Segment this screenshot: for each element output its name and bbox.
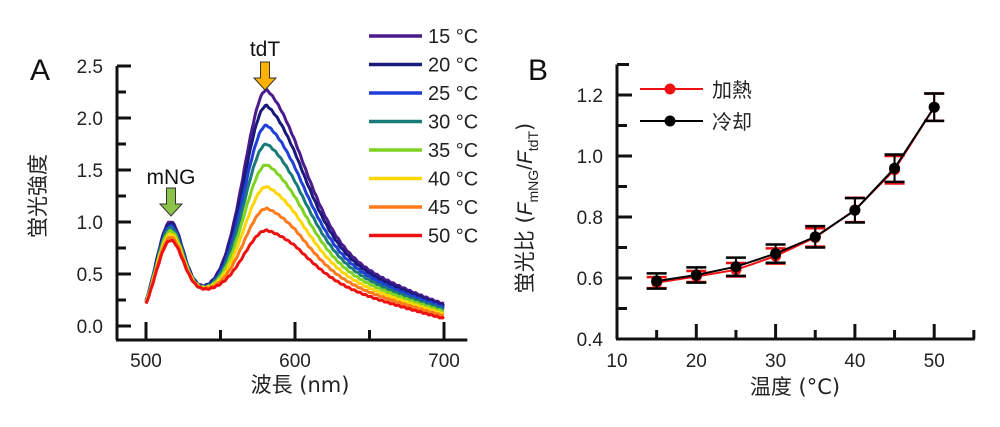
legend-label: 加熱 <box>712 78 752 102</box>
tdt-annotation: tdT <box>250 38 281 61</box>
panel-b-axes: 0.4 0.6 0.8 1.0 1.2 10 20 30 40 50 <box>577 63 976 372</box>
panel-b-ytick-label: 1.2 <box>577 86 603 107</box>
legend-marker <box>664 115 676 127</box>
data-point <box>770 248 782 260</box>
data-point <box>889 162 901 174</box>
spectra-lines <box>144 87 445 320</box>
series-line <box>656 106 936 283</box>
panel-b-ytick-label: 0.6 <box>577 269 603 290</box>
data-point <box>849 204 861 216</box>
panel-b-xtick-label: 20 <box>686 351 707 372</box>
panel-b-xtick-label: 30 <box>765 351 786 372</box>
mng-arrow-icon <box>158 187 184 217</box>
legend-label: 45 °C <box>428 197 478 219</box>
legend-label: 冷却 <box>712 110 752 134</box>
spectrum-line-50c <box>144 228 445 320</box>
panel-a: A 0.0 0.5 1.0 1.5 2.0 2.5 500 600 700 mNG tdT 15 … <box>26 26 478 397</box>
temperature-legend: 15 °C 20 °C 25 °C 30 °C 35 °C 40 °C 45 °C 50 °C <box>369 26 478 248</box>
series-cooling <box>646 92 945 290</box>
panel-b-ylabel: 蛍光比 (FmNG/FtdT) <box>513 123 541 293</box>
panel-b-ytick-label: 0.4 <box>577 330 604 351</box>
panel-b-ytick-label: 1.0 <box>577 147 603 168</box>
legend-label: 30 °C <box>428 112 478 134</box>
peak-annotations: mNG tdT <box>147 38 281 217</box>
data-point <box>809 231 821 243</box>
panel-a-ytick-label: 0.0 <box>77 317 103 338</box>
legend-label: 40 °C <box>428 169 478 191</box>
panel-a-xtick-label: 700 <box>428 351 460 372</box>
legend-label: 20 °C <box>428 55 478 77</box>
panel-b-xtick-label: 10 <box>606 351 627 372</box>
panel-a-xtick-label: 600 <box>279 351 311 372</box>
panel-a-xtick-label: 500 <box>130 351 162 372</box>
panel-a-label: A <box>30 54 50 87</box>
panel-a-ytick-label: 2.5 <box>77 57 103 78</box>
series-line <box>656 106 936 284</box>
panel-b-ytick-label: 0.8 <box>577 208 603 229</box>
panel-b-xlabel: 温度 (°C) <box>750 375 840 399</box>
legend-marker <box>664 83 676 95</box>
panel-a-ytick-label: 2.0 <box>77 109 103 130</box>
data-point <box>690 269 702 281</box>
panel-a-ytick-label: 0.5 <box>77 265 103 286</box>
panel-a-ylabel: 蛍光強度 <box>26 154 50 238</box>
mng-annotation: mNG <box>147 166 196 189</box>
ratio-series <box>646 92 945 290</box>
panel-b-xtick-label: 40 <box>844 351 865 372</box>
legend-label: 35 °C <box>428 140 478 162</box>
tdt-arrow-icon <box>252 61 278 91</box>
panel-a-xlabel: 波長 (nm) <box>251 373 350 397</box>
legend-label: 25 °C <box>428 83 478 105</box>
data-point <box>928 101 940 113</box>
panel-b-label: B <box>528 54 548 87</box>
panel-a-ytick-label: 1.5 <box>77 161 103 182</box>
series-heating <box>646 92 945 290</box>
panel-a-ytick-label: 1.0 <box>77 213 103 234</box>
panel-b-xtick-label: 50 <box>924 351 945 372</box>
data-point <box>651 275 663 287</box>
data-point <box>730 261 742 273</box>
legend-label: 50 °C <box>428 226 478 248</box>
legend-label: 15 °C <box>428 26 478 48</box>
panel-a-axes: 0.0 0.5 1.0 1.5 2.0 2.5 500 600 700 <box>77 57 468 372</box>
